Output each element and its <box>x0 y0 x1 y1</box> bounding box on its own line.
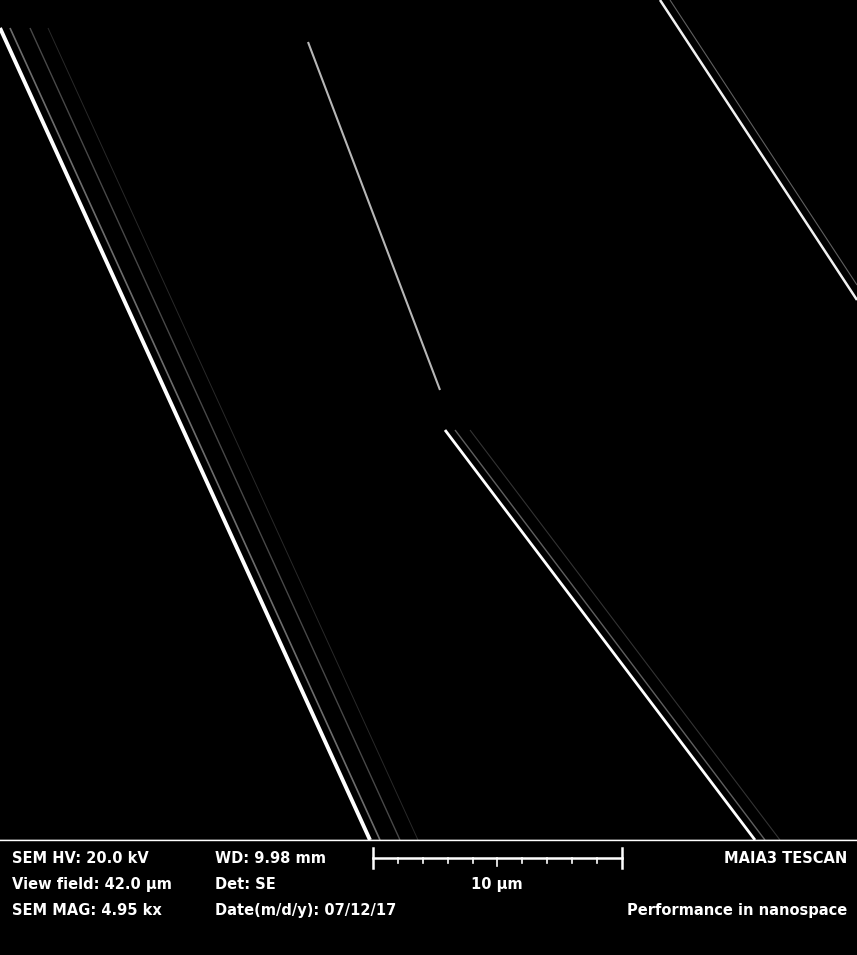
Text: Performance in nanospace: Performance in nanospace <box>626 902 847 918</box>
Text: WD: 9.98 mm: WD: 9.98 mm <box>215 851 326 865</box>
Text: View field: 42.0 μm: View field: 42.0 μm <box>12 877 172 892</box>
Text: 10 μm: 10 μm <box>471 877 523 892</box>
Text: MAIA3 TESCAN: MAIA3 TESCAN <box>724 851 847 865</box>
Text: SEM HV: 20.0 kV: SEM HV: 20.0 kV <box>12 851 149 865</box>
Bar <box>0 840 857 955</box>
Text: SEM MAG: 4.95 kx: SEM MAG: 4.95 kx <box>12 902 162 918</box>
Text: Date(m/d/y): 07/12/17: Date(m/d/y): 07/12/17 <box>215 902 396 918</box>
Text: Det: SE: Det: SE <box>215 877 276 892</box>
